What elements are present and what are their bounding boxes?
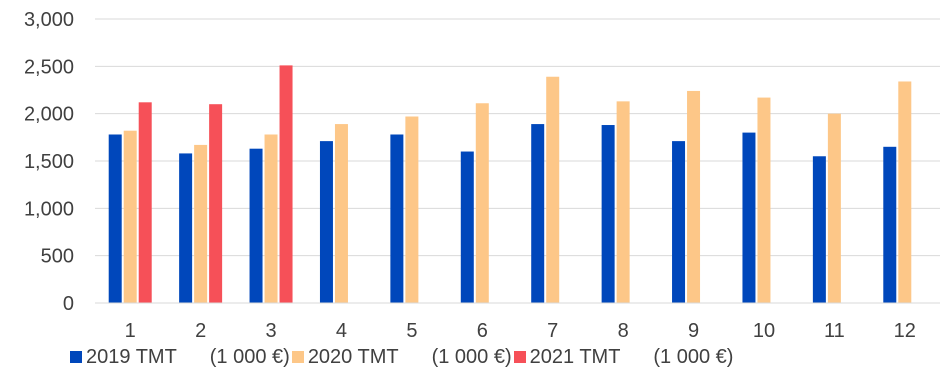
- bars: [108, 65, 912, 304]
- bar-series-0-cat-11: [812, 156, 826, 303]
- x-tick-label: 9: [688, 320, 699, 342]
- bar-series-1-cat-5: [405, 116, 419, 303]
- x-tick-label: 2: [195, 320, 206, 342]
- legend-swatch-2019: [70, 351, 82, 363]
- bar-series-0-cat-3: [249, 148, 263, 303]
- x-tick-label: 8: [618, 320, 629, 342]
- x-tick-label: 5: [406, 320, 417, 342]
- bar-series-1-cat-12: [898, 81, 912, 303]
- x-tick-label: 12: [894, 320, 916, 342]
- legend-swatch-2020: [291, 351, 304, 363]
- legend: 2019 TMT (1 000 €) 2020 TMT (1 000 €) 20…: [70, 344, 733, 370]
- x-tick-label: 4: [336, 320, 347, 342]
- bar-series-0-cat-4: [319, 141, 333, 303]
- x-tick-label: 11: [824, 320, 845, 342]
- bar-series-1-cat-1: [123, 130, 137, 303]
- bar-series-1-cat-6: [475, 103, 489, 304]
- bar-series-1-cat-11: [827, 113, 841, 304]
- bar-series-0-cat-9: [672, 141, 686, 303]
- bar-series-1-cat-7: [546, 76, 560, 303]
- legend-label-2019: 2019 TMT (1 000 €): [86, 345, 290, 368]
- bar-series-2-cat-1: [138, 102, 152, 303]
- bar-series-1-cat-9: [687, 90, 701, 304]
- bar-series-0-cat-7: [531, 124, 545, 303]
- gridlines: [95, 18, 940, 257]
- bar-series-1-cat-8: [616, 101, 630, 303]
- bar-series-2-cat-3: [279, 65, 293, 304]
- y-tick-label: 1,000: [24, 198, 74, 220]
- legend-item-2020: 2020 TMT (1 000 €): [291, 345, 512, 369]
- bar-series-0-cat-8: [601, 125, 615, 303]
- legend-item-2021: 2021 TMT (1 000 €): [513, 345, 734, 369]
- legend-label-2020: 2020 TMT (1 000 €): [307, 345, 512, 368]
- y-tick-label: 2,000: [24, 104, 74, 126]
- legend-label-2021: 2021 TMT (1 000 €): [529, 345, 734, 368]
- x-tick-label: 3: [265, 320, 276, 342]
- bar-series-1-cat-10: [757, 97, 771, 303]
- y-tick-label: 1,500: [24, 151, 74, 173]
- y-tick-label: 500: [41, 246, 74, 268]
- bar-series-1-cat-3: [264, 134, 278, 303]
- x-tick-label: 7: [547, 320, 558, 342]
- x-tick-label: 1: [125, 320, 136, 342]
- bar-series-0-cat-5: [390, 134, 404, 303]
- bar-series-0-cat-12: [883, 146, 897, 303]
- bar-series-0-cat-6: [460, 151, 474, 303]
- bar-series-0-cat-1: [108, 134, 122, 303]
- x-tick-label: 10: [753, 320, 775, 342]
- bar-series-2-cat-2: [209, 104, 223, 303]
- legend-item-2019: 2019 TMT (1 000 €): [70, 346, 290, 369]
- x-axis-tick-labels: 1 2 3 4 5 6 7 8 9 10 11 12: [125, 320, 916, 342]
- legend-swatch-2021: [513, 351, 526, 363]
- x-tick-label: 6: [477, 320, 488, 342]
- y-tick-label: 2,500: [24, 56, 74, 78]
- bar-series-1-cat-4: [334, 124, 348, 303]
- y-tick-label: 0: [63, 293, 74, 315]
- y-tick-label: 3,000: [24, 9, 74, 31]
- bar-series-0-cat-10: [742, 132, 756, 303]
- y-axis-tick-labels: 0 500 1,000 1,500 2,000 2,500 3,000: [24, 9, 74, 315]
- bar-series-0-cat-2: [179, 153, 193, 303]
- bar-series-1-cat-2: [194, 144, 208, 303]
